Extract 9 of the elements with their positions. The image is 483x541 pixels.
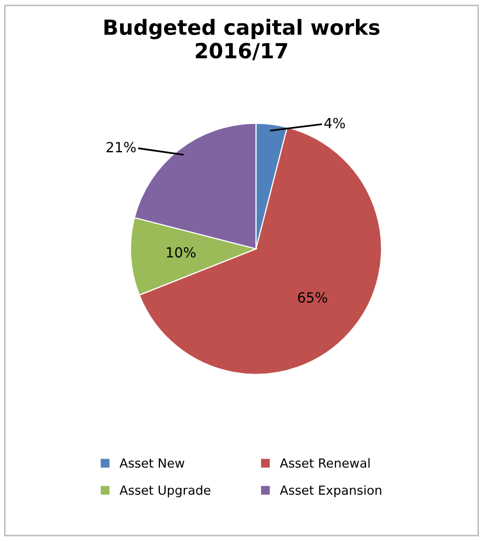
data-label: 10% bbox=[166, 247, 196, 258]
legend-label: Asset New bbox=[120, 458, 184, 468]
data-label: 21% bbox=[106, 142, 136, 152]
chart-title: Budgeted capital works 2016/17 bbox=[104, 18, 380, 60]
data-label: 4% bbox=[324, 118, 345, 128]
data-label: 65% bbox=[298, 292, 328, 303]
legend-label: Asset Renewal bbox=[280, 458, 370, 468]
legend-label: Asset Upgrade bbox=[120, 485, 210, 498]
legend-label: Asset Expansion bbox=[280, 485, 382, 498]
